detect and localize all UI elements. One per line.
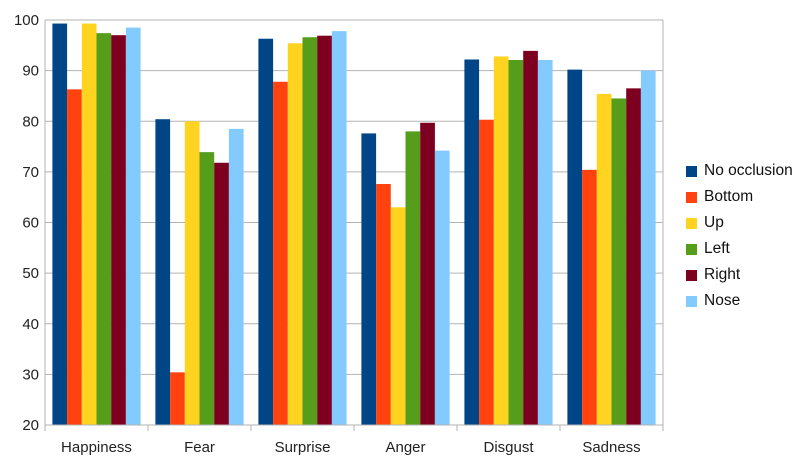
x-tick-label: Anger (385, 439, 425, 456)
legend-swatch (686, 243, 697, 255)
bar-bottom-surprise (273, 81, 288, 425)
legend-item: Up (686, 210, 793, 236)
x-tick-label: Disgust (483, 439, 534, 456)
legend-item: Right (686, 262, 793, 288)
bar-left-disgust (508, 59, 524, 426)
bar-no-occlusion-surprise (258, 38, 274, 425)
legend-label: Left (704, 240, 730, 257)
bar-no-occlusion-happiness (52, 23, 68, 425)
bar-right-happiness (111, 35, 126, 425)
y-tick-label: 70 (22, 164, 39, 181)
y-tick-label: 30 (22, 366, 39, 383)
legend-item: Nose (686, 288, 793, 314)
legend-label: Nose (704, 292, 741, 309)
bar-right-fear (214, 162, 229, 425)
y-tick-label: 80 (22, 113, 39, 130)
x-tick-label: Fear (184, 439, 215, 456)
bar-bottom-fear (170, 372, 185, 425)
y-tick-label: 90 (22, 63, 39, 80)
axes (44, 20, 664, 431)
legend-item: Left (686, 236, 793, 262)
x-axis-ticks: Happiness Fear Surprise Anger Disgust Sadness (61, 439, 641, 456)
y-tick-label: 50 (22, 265, 39, 282)
legend-label: Right (704, 266, 741, 283)
legend-swatch (686, 165, 697, 177)
bar-left-sadness (611, 98, 627, 425)
legend-item: Bottom (686, 184, 793, 210)
bar-right-anger (420, 122, 435, 426)
bar-no-occlusion-fear (155, 119, 171, 425)
y-tick-label: 40 (22, 316, 39, 333)
bar-right-surprise (317, 35, 332, 425)
bar-no-occlusion-disgust (464, 59, 480, 426)
bars (52, 23, 656, 426)
x-tick-label: Happiness (61, 439, 132, 456)
y-tick-label: 20 (22, 417, 39, 434)
bar-nose-surprise (331, 31, 347, 425)
legend-swatch (686, 269, 697, 281)
legend: No occlusion Bottom Up Left Right Nose (686, 158, 793, 314)
bar-up-surprise (287, 43, 303, 425)
legend-swatch (686, 217, 697, 229)
bar-up-sadness (596, 93, 612, 425)
bar-nose-fear (228, 128, 244, 425)
bar-up-happiness (81, 23, 97, 425)
gridlines (45, 19, 663, 426)
bar-left-anger (405, 131, 421, 425)
bar-right-disgust (523, 50, 538, 425)
y-axis-ticks: 20 30 40 50 60 70 80 90 100 (14, 12, 39, 434)
bar-no-occlusion-sadness (567, 69, 583, 426)
bar-nose-happiness (125, 27, 141, 425)
legend-label: No occlusion (704, 162, 793, 179)
x-tick-label: Surprise (275, 439, 331, 456)
bar-nose-anger (434, 150, 450, 426)
bar-no-occlusion-anger (361, 133, 377, 425)
bar-right-sadness (626, 88, 641, 425)
y-tick-label: 60 (22, 215, 39, 232)
legend-swatch (686, 295, 697, 307)
bar-bottom-sadness (582, 169, 597, 425)
legend-label: Up (704, 214, 724, 231)
bar-up-disgust (493, 56, 509, 425)
bar-up-anger (390, 207, 406, 425)
bar-bottom-happiness (67, 89, 82, 425)
y-tick-label: 100 (14, 12, 39, 29)
legend-label: Bottom (704, 188, 754, 205)
bar-bottom-disgust (479, 119, 494, 425)
x-tick-label: Sadness (582, 439, 640, 456)
bar-left-happiness (96, 33, 112, 425)
bar-nose-sadness (640, 70, 656, 425)
bar-nose-disgust (537, 59, 553, 426)
legend-swatch (686, 191, 697, 203)
bar-bottom-anger (376, 184, 391, 425)
legend-item: No occlusion (686, 158, 793, 184)
bar-left-surprise (302, 37, 318, 426)
bar-left-fear (199, 152, 215, 425)
bar-up-fear (184, 121, 200, 425)
